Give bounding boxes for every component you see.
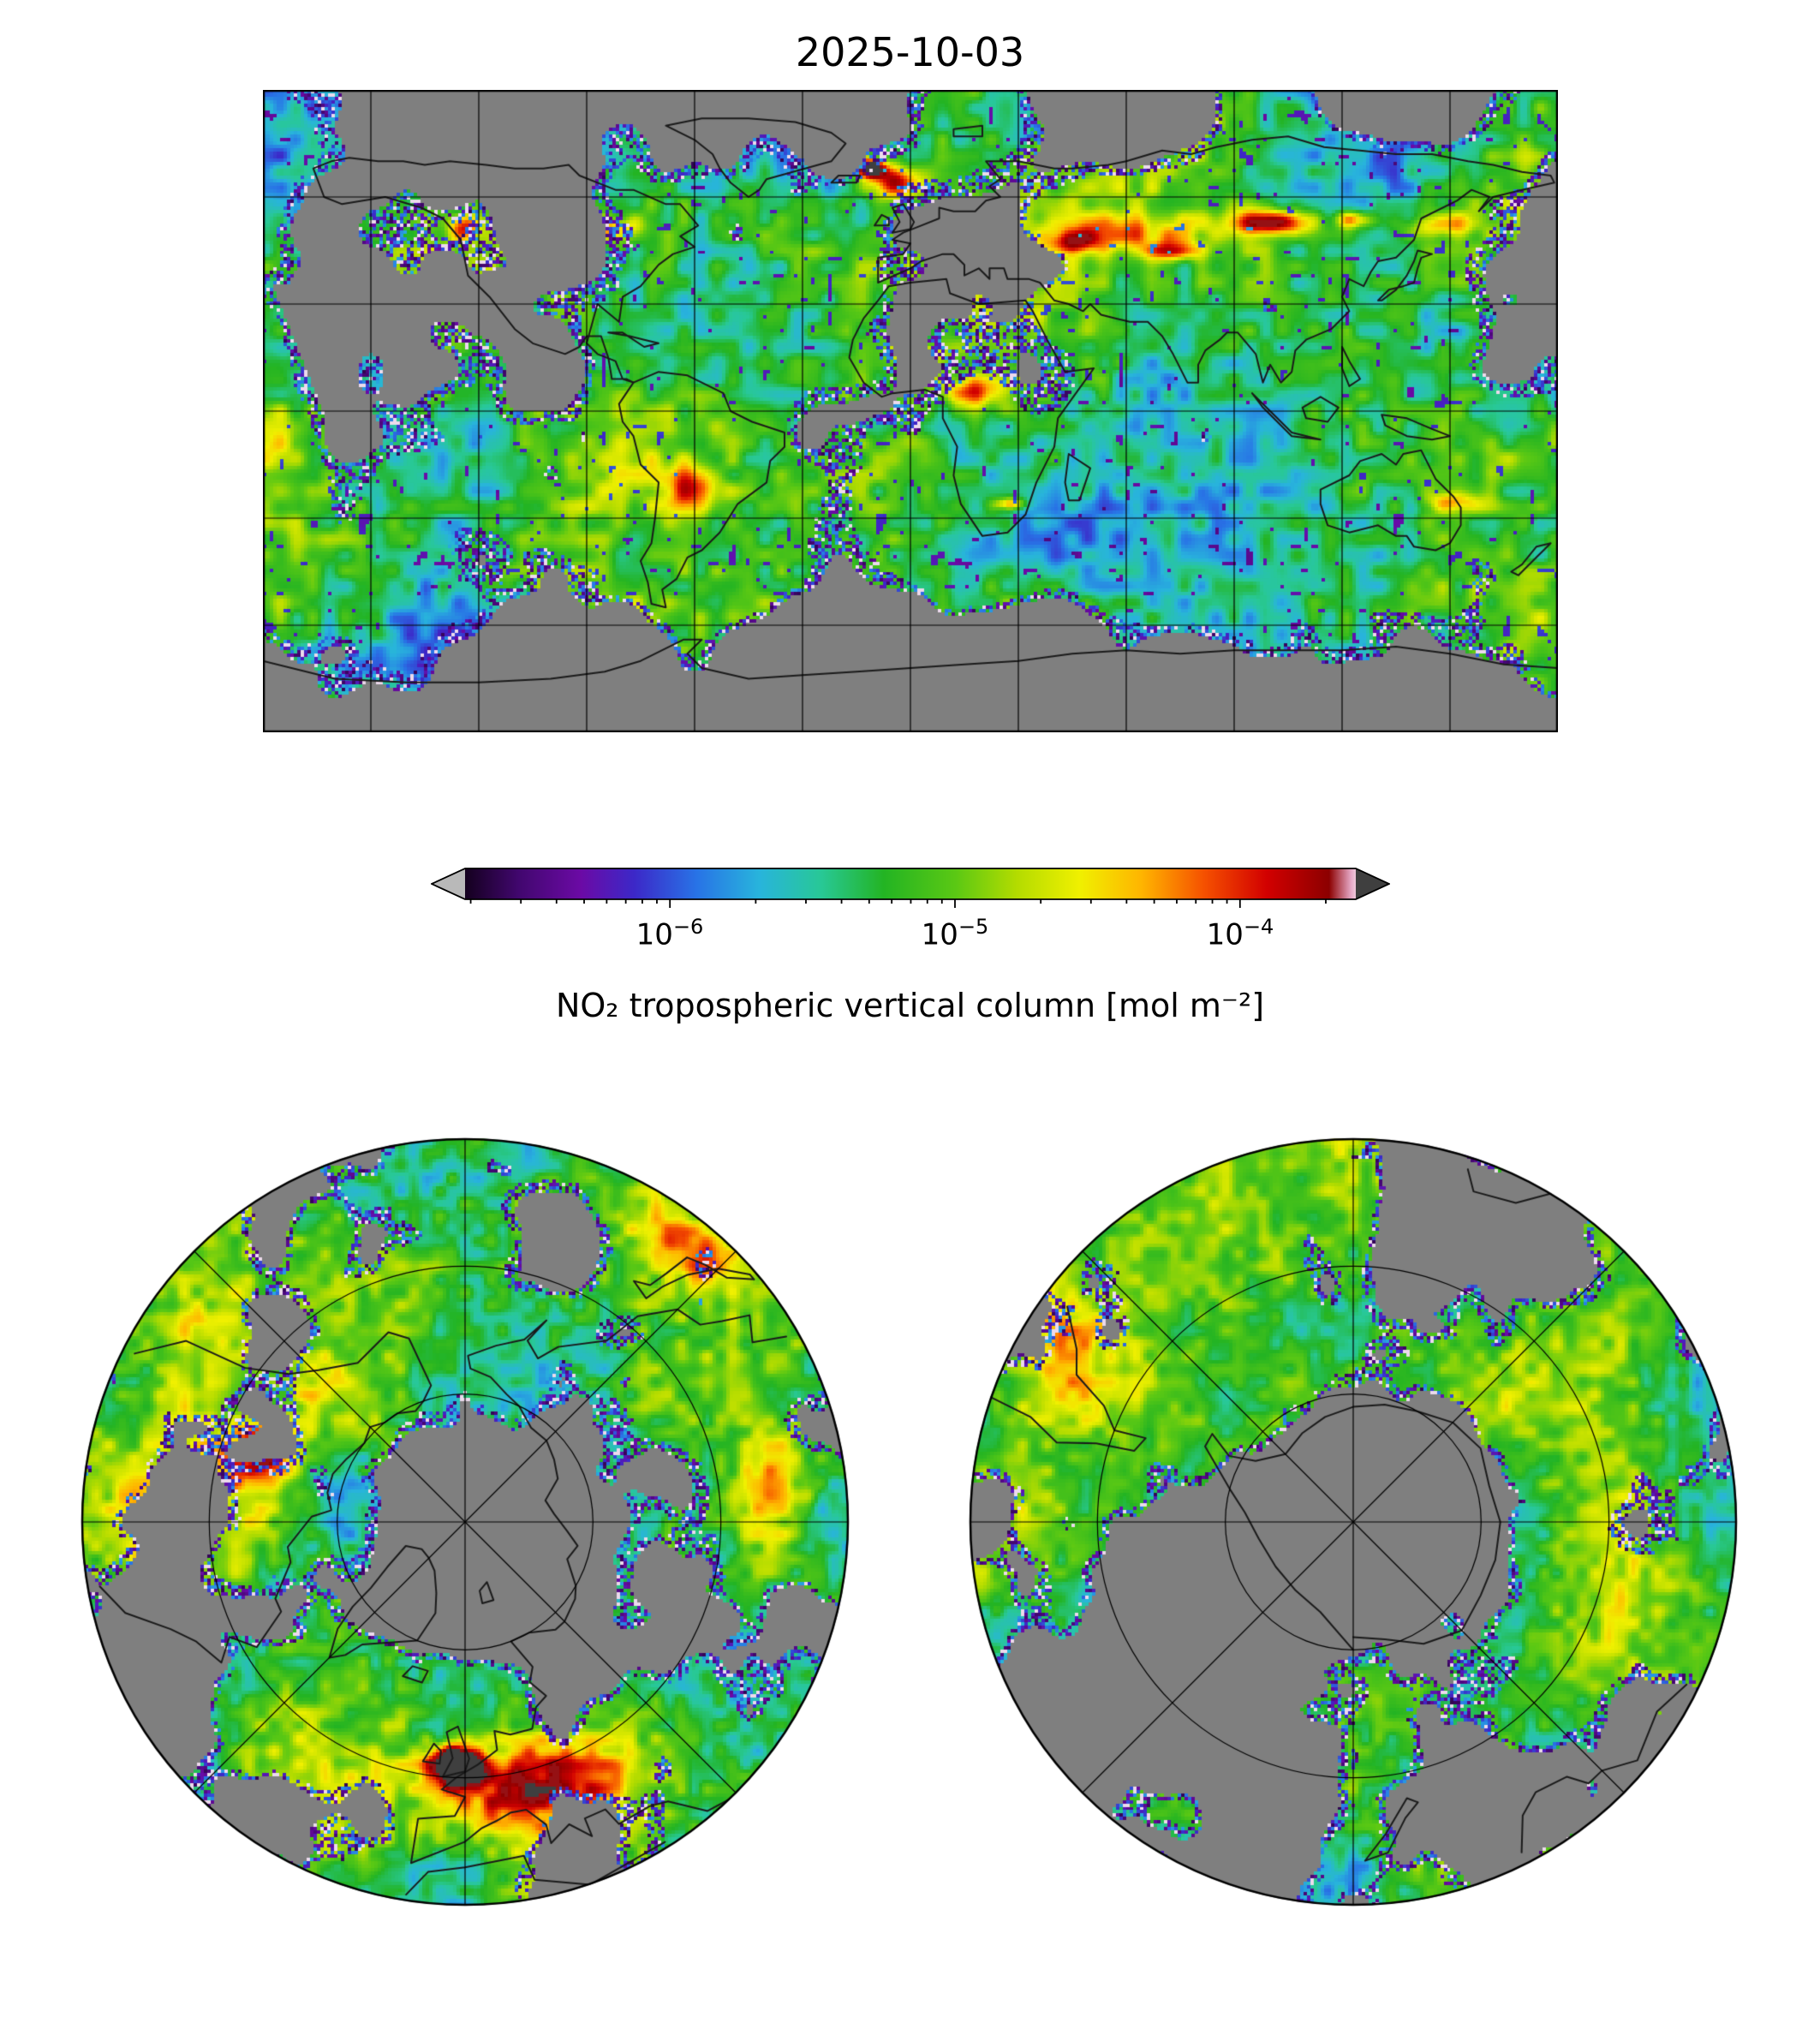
colorbar-tick-label-1e-5: 10−5	[922, 915, 989, 952]
north-polar-map-canvas	[80, 1137, 850, 1907]
global-map-canvas	[263, 90, 1558, 732]
figure-title: 2025-10-03	[795, 29, 1025, 75]
tick-exponent: −5	[958, 915, 989, 939]
tick-base: 10	[1206, 917, 1244, 952]
tick-base: 10	[921, 917, 958, 952]
tick-base: 10	[636, 917, 673, 952]
tick-exponent: −6	[672, 915, 704, 939]
colorbar-axis-label: NO₂ tropospheric vertical column [mol m⁻…	[555, 987, 1265, 1024]
colorbar-gradient	[431, 868, 1390, 908]
colorbar: 10−6 10−5 10−4	[431, 867, 1390, 961]
colorbar-tick-label-1e-4: 10−4	[1207, 915, 1274, 952]
south-polar-map-canvas	[968, 1137, 1739, 1907]
colorbar-tick-label-1e-6: 10−6	[636, 915, 704, 952]
tick-exponent: −4	[1243, 915, 1274, 939]
